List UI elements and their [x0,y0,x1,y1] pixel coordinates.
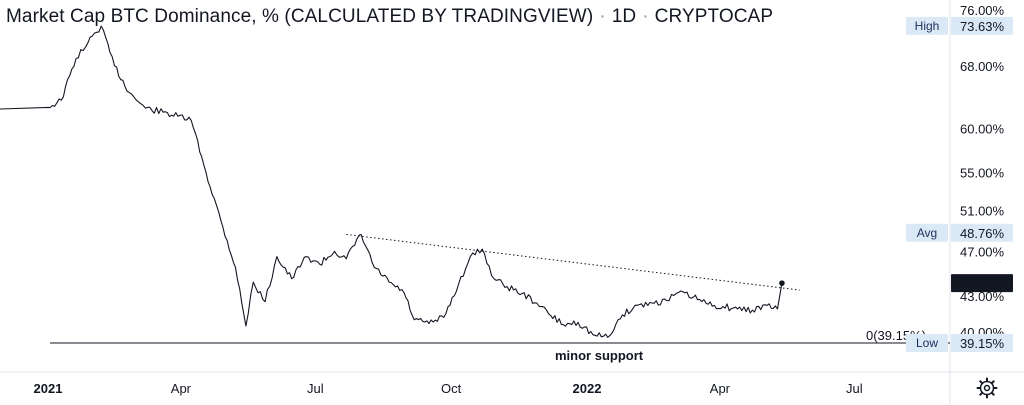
low-tag-value: 39.15% [960,336,1005,351]
chart-title: Market Cap BTC Dominance, % (CALCULATED … [6,6,774,27]
time-label-2: Jul [307,381,324,396]
price-line [0,25,783,338]
avg-tag-value: 48.76% [960,226,1005,241]
price-tick-6: 43.00% [960,289,1005,304]
high-tag: High 73.63% [906,16,1013,35]
exchange-label: CRYPTOCAP [654,6,774,27]
avg-tag-value-bg [951,223,1013,242]
avg-tag-label: Avg [917,226,937,240]
last-price-dot [779,280,785,286]
high-tag-value: 73.63% [960,19,1005,34]
series-group [0,25,785,338]
high-tag-label: High [915,19,940,33]
gear-icon[interactable] [975,376,999,400]
time-label-5: Apr [710,381,731,396]
avg-tag-label-bg [906,223,948,242]
last-price-tag-value-bg [951,274,1013,293]
time-label-4: 2022 [573,381,602,396]
price-tick-4: 51.00% [960,203,1005,218]
support-line-group: 0(39.15%) [50,328,950,344]
resistance-trendline [346,233,800,291]
time-axis[interactable]: 2021 Apr Jul Oct 2022 Apr Jul [34,381,863,396]
time-label-0: 2021 [34,381,63,396]
low-tag-label-bg [906,334,948,352]
symbol-title: Market Cap BTC Dominance, % (CALCULATED … [6,6,594,27]
high-tag-value-bg [951,16,1013,35]
last-price-tag-value: 44.11% [960,276,1004,291]
resistance-trendline-group [346,233,800,291]
price-tick-0: 76.00% [960,3,1005,18]
high-tag-label-bg [906,16,948,35]
interval-label[interactable]: 1D [611,6,637,27]
avg-tag: Avg 48.76% [906,223,1013,242]
low-tag: Low 39.15% [906,334,1013,352]
support-annotation: minor support [555,348,644,363]
low-tag-label: Low [916,336,938,350]
time-label-3: Oct [441,381,462,396]
price-tick-1: 68.00% [960,59,1005,74]
last-price-tag: 44.11% [951,274,1013,293]
price-tick-3: 55.00% [960,165,1005,180]
time-label-6: Jul [846,381,863,396]
low-tag-value-bg [951,334,1013,352]
time-label-1: Apr [171,381,192,396]
price-tick-2: 60.00% [960,122,1005,137]
price-tags: High 73.63% Avg 48.76% Low 39.15% 44.11% [906,16,1013,352]
price-tick-5: 47.00% [960,244,1005,259]
